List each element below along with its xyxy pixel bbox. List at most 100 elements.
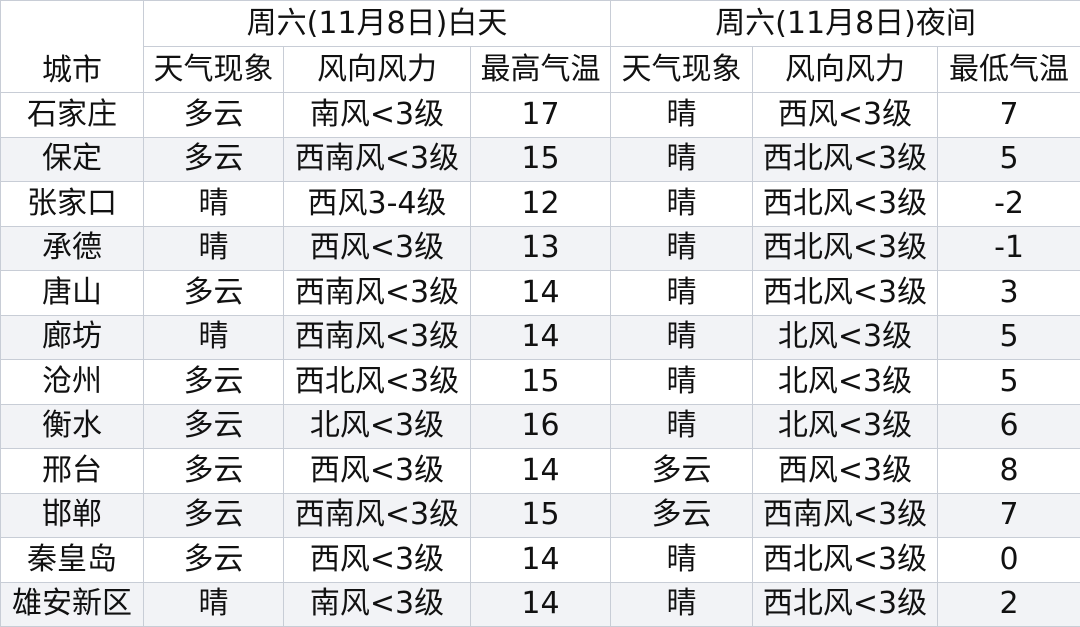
table-cell: 多云	[144, 360, 284, 405]
table-cell: 西北风<3级	[753, 538, 938, 583]
table-cell: 13	[471, 226, 611, 271]
table-cell: 15	[471, 360, 611, 405]
table-cell: 17	[471, 93, 611, 138]
city-cell: 廊坊	[1, 315, 144, 360]
table-cell: 西北风<3级	[753, 137, 938, 182]
table-cell: 多云	[144, 404, 284, 449]
column-header: 天气现象	[144, 47, 284, 93]
city-cell: 唐山	[1, 271, 144, 316]
city-cell: 衡水	[1, 404, 144, 449]
table-cell: 14	[471, 582, 611, 627]
table-cell: 晴	[611, 182, 753, 227]
table-cell: 14	[471, 538, 611, 583]
table-cell: 南风<3级	[284, 93, 471, 138]
table-cell: 西南风<3级	[753, 493, 938, 538]
table-cell: 多云	[144, 271, 284, 316]
table-cell: 西北风<3级	[753, 582, 938, 627]
table-cell: 晴	[611, 271, 753, 316]
table-cell: 2	[938, 582, 1080, 627]
table-cell: 晴	[611, 226, 753, 271]
table-cell: 西北风<3级	[753, 226, 938, 271]
city-cell: 张家口	[1, 182, 144, 227]
table-cell: 北风<3级	[284, 404, 471, 449]
table-cell: 西风<3级	[284, 538, 471, 583]
table-cell: 6	[938, 404, 1080, 449]
table-cell: 晴	[144, 182, 284, 227]
city-cell: 沧州	[1, 360, 144, 405]
table-cell: 8	[938, 449, 1080, 494]
table-cell: 北风<3级	[753, 360, 938, 405]
table-cell: 晴	[144, 226, 284, 271]
table-cell: 多云	[144, 137, 284, 182]
table-cell: 西南风<3级	[284, 315, 471, 360]
table-cell: 12	[471, 182, 611, 227]
table-cell: 15	[471, 493, 611, 538]
night-header: 周六(11月8日)夜间	[611, 1, 1080, 47]
table-cell: 晴	[144, 315, 284, 360]
table-cell: -1	[938, 226, 1080, 271]
table-cell: 14	[471, 271, 611, 316]
column-header: 最低气温	[938, 47, 1080, 93]
table-cell: 西风3-4级	[284, 182, 471, 227]
table-cell: 西南风<3级	[284, 137, 471, 182]
table-cell: 晴	[611, 93, 753, 138]
table-cell: 多云	[611, 493, 753, 538]
table-cell: 西风<3级	[753, 449, 938, 494]
column-header: 风向风力	[284, 47, 471, 93]
table-cell: 西北风<3级	[753, 182, 938, 227]
table-cell: 14	[471, 449, 611, 494]
city-cell: 邢台	[1, 449, 144, 494]
table-cell: 多云	[144, 449, 284, 494]
table-cell: 西风<3级	[284, 226, 471, 271]
table-cell: 晴	[611, 404, 753, 449]
table-cell: 多云	[611, 449, 753, 494]
table-cell: 晴	[144, 582, 284, 627]
city-cell: 保定	[1, 137, 144, 182]
table-cell: 西北风<3级	[753, 271, 938, 316]
table-cell: 晴	[611, 137, 753, 182]
table-cell: 多云	[144, 538, 284, 583]
header-row: 天气现象风向风力最高气温天气现象风向风力最低气温	[1, 47, 1080, 93]
column-header: 天气现象	[611, 47, 753, 93]
table-cell: 北风<3级	[753, 404, 938, 449]
table-cell: 16	[471, 404, 611, 449]
table-cell: 西南风<3级	[284, 271, 471, 316]
table-cell: 7	[938, 93, 1080, 138]
table-cell: 晴	[611, 315, 753, 360]
table-cell: 西南风<3级	[284, 493, 471, 538]
table-cell: 北风<3级	[753, 315, 938, 360]
city-cell: 石家庄	[1, 93, 144, 138]
table-cell: 多云	[144, 93, 284, 138]
city-header: 城市	[1, 1, 144, 93]
table-cell: 15	[471, 137, 611, 182]
table-cell: 14	[471, 315, 611, 360]
table-cell: 晴	[611, 360, 753, 405]
column-header: 最高气温	[471, 47, 611, 93]
column-header: 风向风力	[753, 47, 938, 93]
table-cell: 5	[938, 137, 1080, 182]
table-cell: 7	[938, 493, 1080, 538]
table-cell: 南风<3级	[284, 582, 471, 627]
table-cell: 西北风<3级	[284, 360, 471, 405]
table-cell: 5	[938, 315, 1080, 360]
table-cell: 晴	[611, 538, 753, 583]
table-cell: 西风<3级	[284, 449, 471, 494]
table-cell: 多云	[144, 493, 284, 538]
table-cell: 0	[938, 538, 1080, 583]
city-cell: 秦皇岛	[1, 538, 144, 583]
table-cell: 3	[938, 271, 1080, 316]
